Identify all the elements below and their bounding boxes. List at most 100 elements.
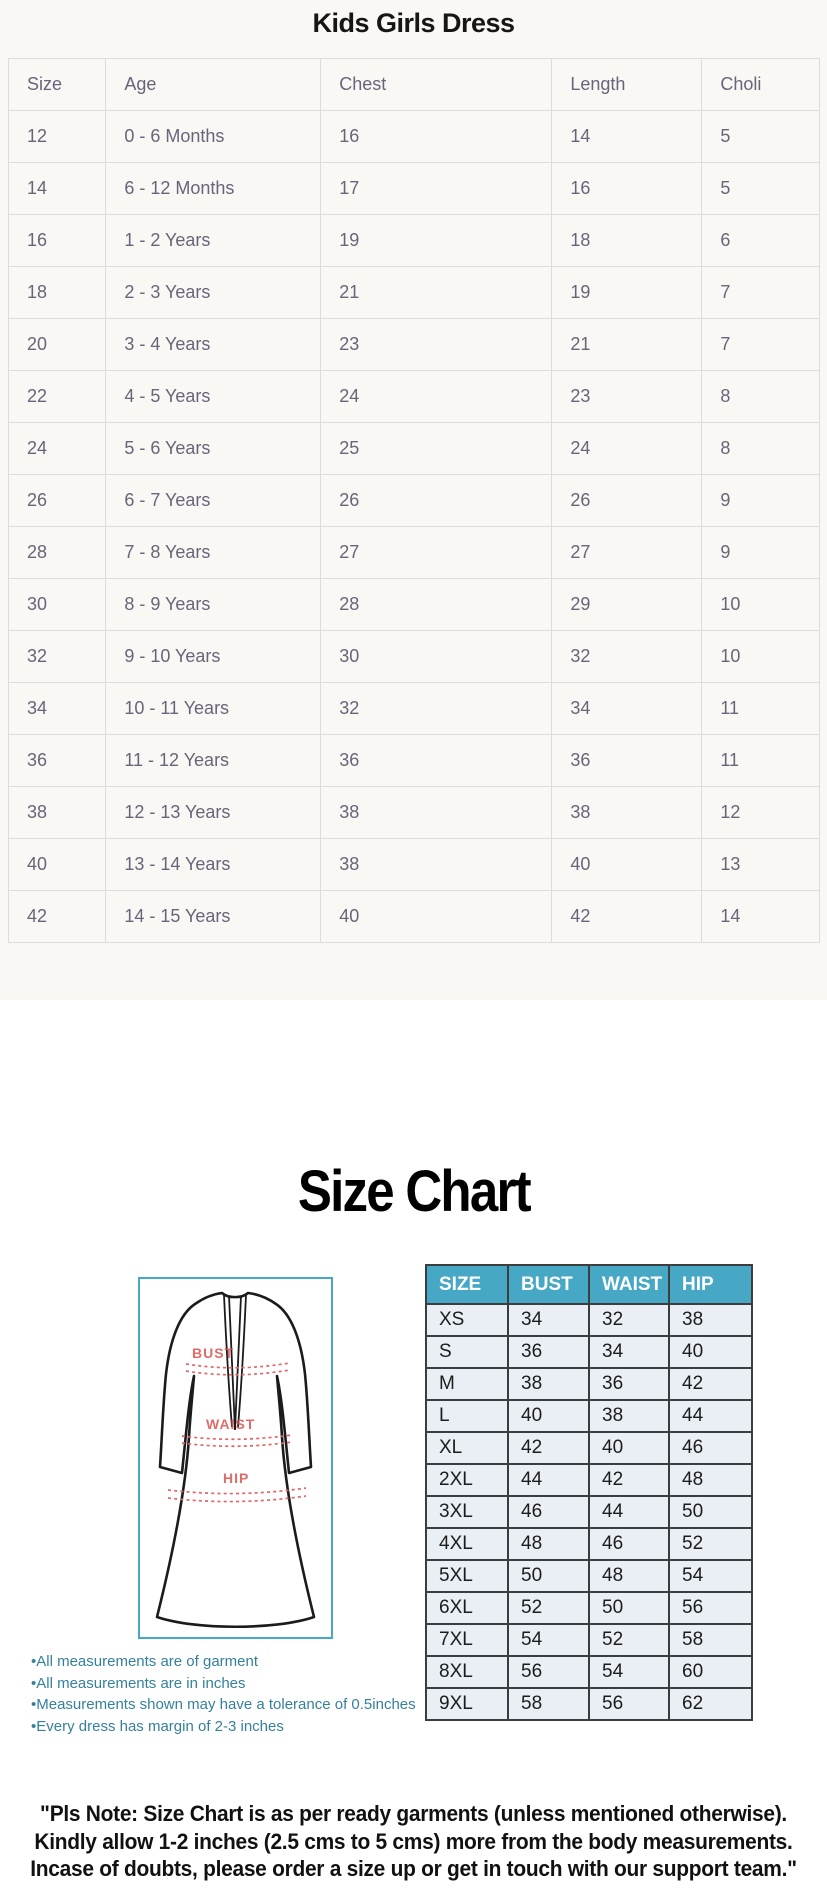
- table-cell: 36: [7, 734, 107, 787]
- table-cell: 50: [507, 1559, 590, 1593]
- table-cell: 2XL: [425, 1463, 509, 1497]
- table-row: 6XL 52 50 56: [425, 1591, 753, 1625]
- column-header: Age: [105, 58, 322, 111]
- table-row: 20 3 - 4 Years 23 21 7: [7, 318, 820, 371]
- table-cell: 36: [551, 734, 703, 787]
- table-cell: 7: [701, 266, 820, 319]
- table-cell: 54: [668, 1559, 753, 1593]
- table-cell: 42: [551, 890, 703, 943]
- column-header: Choli: [701, 58, 820, 111]
- footer-note-line: Kindly allow 1-2 inches (2.5 cms to 5 cm…: [34, 1828, 793, 1854]
- table-cell: 32: [320, 682, 553, 735]
- table-cell: 9: [701, 474, 820, 527]
- table-cell: 38: [507, 1367, 590, 1401]
- table-row: XL 42 40 46: [425, 1431, 753, 1465]
- footer-note-line: "Pls Note: Size Chart is as per ready ga…: [40, 1801, 787, 1826]
- table-cell: 4 - 5 Years: [105, 370, 322, 423]
- table-row: 7XL 54 52 58: [425, 1623, 753, 1657]
- table-row: 18 2 - 3 Years 21 19 7: [7, 266, 820, 319]
- kurti-outline-illustration: BUST WAIST HIP: [155, 1291, 316, 1628]
- table-cell: 16: [7, 214, 107, 267]
- table-row: 12 0 - 6 Months 16 14 5: [7, 110, 820, 163]
- table-row: 36 11 - 12 Years 36 36 11: [7, 734, 820, 787]
- table-cell: 40: [551, 838, 703, 891]
- table-cell: 5: [701, 110, 820, 163]
- table-cell: 34: [507, 1303, 590, 1337]
- column-header: Size: [7, 58, 107, 111]
- table-cell: 16: [320, 110, 553, 163]
- table-cell: 44: [588, 1495, 670, 1529]
- table-cell: 9XL: [425, 1687, 509, 1721]
- table-cell: 40: [668, 1335, 753, 1369]
- kids-size-table: Size Age Chest Length Choli 12 0 - 6 Months 16 1…: [7, 58, 820, 943]
- table-cell: 44: [507, 1463, 590, 1497]
- table-cell: 56: [507, 1655, 590, 1689]
- dress-silhouette: [155, 1291, 316, 1628]
- table-cell: 48: [588, 1559, 670, 1593]
- bust-label: BUST: [192, 1345, 234, 1361]
- header-row: SIZE BUST WAIST HIP: [425, 1264, 753, 1305]
- table-cell: 50: [588, 1591, 670, 1625]
- table-cell: 8XL: [425, 1655, 509, 1689]
- table-cell: 8: [701, 422, 820, 475]
- page-title: Kids Girls Dress: [312, 8, 515, 38]
- table-cell: 30: [320, 630, 553, 683]
- table-cell: 42: [507, 1431, 590, 1465]
- table-cell: 46: [668, 1431, 753, 1465]
- table-cell: 56: [668, 1591, 753, 1625]
- table-cell: 1 - 2 Years: [105, 214, 322, 267]
- table-row: 4XL 48 46 52: [425, 1527, 753, 1561]
- table-row: 32 9 - 10 Years 30 32 10: [7, 630, 820, 683]
- table-row: S 36 34 40: [425, 1335, 753, 1369]
- column-header: Chest: [320, 58, 553, 111]
- table-cell: 18: [551, 214, 703, 267]
- table-cell: 22: [7, 370, 107, 423]
- table-cell: 14 - 15 Years: [105, 890, 322, 943]
- table-row: 24 5 - 6 Years 25 24 8: [7, 422, 820, 475]
- table-row: 22 4 - 5 Years 24 23 8: [7, 370, 820, 423]
- table-cell: 26: [320, 474, 553, 527]
- table-cell: 11 - 12 Years: [105, 734, 322, 787]
- table-cell: 28: [320, 578, 553, 631]
- table-row: 3XL 46 44 50: [425, 1495, 753, 1529]
- column-header: HIP: [668, 1264, 753, 1305]
- table-cell: 34: [551, 682, 703, 735]
- table-row: 5XL 50 48 54: [425, 1559, 753, 1593]
- table-cell: 7XL: [425, 1623, 509, 1657]
- table-row: 42 14 - 15 Years 40 42 14: [7, 890, 820, 943]
- column-header: Length: [551, 58, 703, 111]
- table-cell: 14: [7, 162, 107, 215]
- table-cell: 46: [588, 1527, 670, 1561]
- size-chart-heading: Size Chart: [0, 1158, 827, 1225]
- table-cell: 7 - 8 Years: [105, 526, 322, 579]
- table-cell: 60: [668, 1655, 753, 1689]
- table-cell: 0 - 6 Months: [105, 110, 322, 163]
- footer-note-line: Incase of doubts, please order a size up…: [30, 1856, 797, 1881]
- table-cell: 21: [551, 318, 703, 371]
- table-cell: 32: [7, 630, 107, 683]
- size-chart-heading-text: Size Chart: [297, 1159, 531, 1224]
- table-cell: 46: [507, 1495, 590, 1529]
- table-cell: 62: [668, 1687, 753, 1721]
- table-row: 40 13 - 14 Years 38 40 13: [7, 838, 820, 891]
- bust-measure-line: [185, 1362, 291, 1376]
- table-cell: 40: [507, 1399, 590, 1433]
- table-cell: 26: [7, 474, 107, 527]
- table-cell: 24: [7, 422, 107, 475]
- table-row: XS 34 32 38: [425, 1303, 753, 1337]
- table-cell: 38: [320, 786, 553, 839]
- waist-label: WAIST: [206, 1416, 255, 1432]
- table-cell: 3 - 4 Years: [105, 318, 322, 371]
- table-cell: 27: [320, 526, 553, 579]
- table-cell: 38: [7, 786, 107, 839]
- table-cell: 23: [551, 370, 703, 423]
- table-cell: 42: [7, 890, 107, 943]
- table-row: 16 1 - 2 Years 19 18 6: [7, 214, 820, 267]
- column-header: WAIST: [588, 1264, 670, 1305]
- table-cell: 17: [320, 162, 553, 215]
- table-row: 28 7 - 8 Years 27 27 9: [7, 526, 820, 579]
- table-cell: 23: [320, 318, 553, 371]
- table-cell: 12: [7, 110, 107, 163]
- table-cell: 21: [320, 266, 553, 319]
- note-line: •Every dress has margin of 2-3 inches: [31, 1717, 284, 1735]
